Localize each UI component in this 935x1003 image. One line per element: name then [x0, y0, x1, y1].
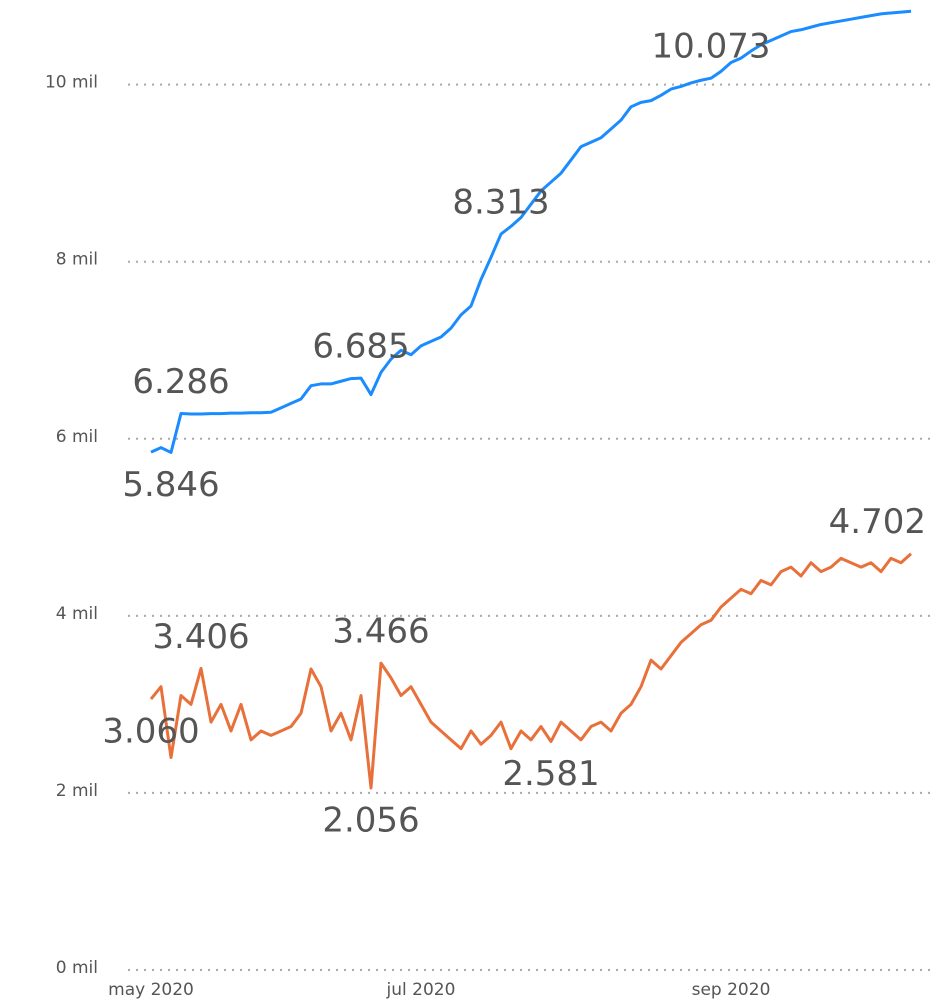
x-tick-label: sep 2020: [692, 980, 771, 1000]
data-label: 3.466: [332, 612, 429, 652]
y-tick-label: 4 mil: [56, 604, 98, 624]
y-tick-label: 10 mil: [45, 73, 98, 93]
data-label: 4.702: [829, 502, 926, 542]
x-tick-label: may 2020: [108, 980, 194, 1000]
x-tick-label: jul 2020: [386, 980, 456, 1000]
y-tick-label: 6 mil: [56, 427, 98, 447]
line: [149, 552, 913, 790]
y-tick-label: 2 mil: [56, 781, 98, 801]
data-label: 3.406: [152, 617, 249, 657]
line: [150, 9, 912, 454]
data-label: 3.060: [102, 712, 199, 752]
data-label: 6.685: [312, 327, 409, 367]
data-label: 2.581: [502, 754, 599, 794]
data-label: 2.056: [322, 800, 419, 840]
data-label: 5.846: [122, 465, 219, 505]
data-label: 8.313: [452, 183, 549, 223]
y-tick-label: 0 mil: [56, 958, 98, 978]
data-label: 6.286: [132, 362, 229, 402]
y-tick-label: 8 mil: [56, 250, 98, 270]
data-label: 10.073: [652, 27, 771, 67]
